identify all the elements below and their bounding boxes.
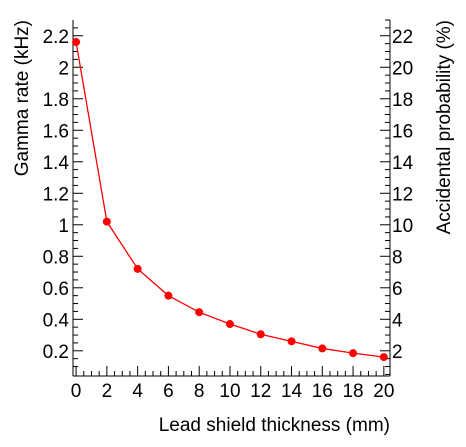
x-tick-label: 20 <box>373 381 394 402</box>
y-tick-label: 0.8 <box>43 247 69 268</box>
x-axis-label: Lead shield thickness (mm) <box>159 415 390 436</box>
y-tick-label: 1.6 <box>43 121 69 142</box>
x-tick-label: 18 <box>342 381 363 402</box>
y2-tick-label: 16 <box>392 121 413 142</box>
data-point <box>133 264 142 273</box>
y2-tick-label: 14 <box>392 153 414 174</box>
data-point <box>318 344 327 353</box>
y-tick-label: 0.2 <box>43 342 69 363</box>
x-tick-label: 16 <box>312 381 333 402</box>
y2-tick-label: 8 <box>392 247 403 268</box>
x-tick-label: 10 <box>219 381 240 402</box>
x-tick-label: 0 <box>71 381 82 402</box>
data-point <box>225 320 234 329</box>
axes <box>72 20 391 377</box>
data-point <box>72 38 81 47</box>
data-point <box>256 330 265 339</box>
y2-tick-label: 10 <box>392 216 413 237</box>
y-tick-label: 0.6 <box>43 279 69 300</box>
data-point <box>379 353 388 362</box>
ticks <box>73 19 390 376</box>
y-tick-label: 0.4 <box>43 310 70 331</box>
y2-axis-label: Accidental probability (%) <box>434 20 455 234</box>
y2-tick-label: 22 <box>392 27 413 48</box>
tick-labels: 0 2 4 6 8 10 12 14 16 18 200.20.40.60.811.21.41.61… <box>43 27 414 402</box>
x-tick-label: 8 <box>194 381 205 402</box>
series-line <box>75 41 384 358</box>
data-point <box>102 217 111 226</box>
y-axis-label: Gamma rate (kHz) <box>12 20 33 176</box>
x-tick-label: 14 <box>281 381 303 402</box>
y2-tick-label: 18 <box>392 90 413 111</box>
data-point <box>349 349 358 358</box>
x-tick-label: 6 <box>163 381 174 402</box>
y-tick-label: 1.8 <box>43 90 69 111</box>
y2-tick-label: 6 <box>392 279 403 300</box>
y-tick-label: 1 <box>58 216 69 237</box>
x-tick-label: 4 <box>132 381 143 402</box>
y-tick-label: 1.4 <box>43 153 70 174</box>
y2-tick-label: 20 <box>392 58 413 79</box>
y2-tick-label: 2 <box>392 342 403 363</box>
x-tick-label: 2 <box>102 381 113 402</box>
data-point <box>287 337 296 346</box>
data-point <box>195 308 204 317</box>
y-tick-label: 2 <box>58 58 69 79</box>
y2-tick-label: 12 <box>392 184 413 205</box>
y-tick-label: 2.2 <box>43 27 69 48</box>
data-point <box>164 291 173 300</box>
y2-tick-label: 4 <box>392 310 403 331</box>
series <box>72 38 388 362</box>
y-tick-label: 1.2 <box>43 184 69 205</box>
x-tick-label: 12 <box>250 381 271 402</box>
